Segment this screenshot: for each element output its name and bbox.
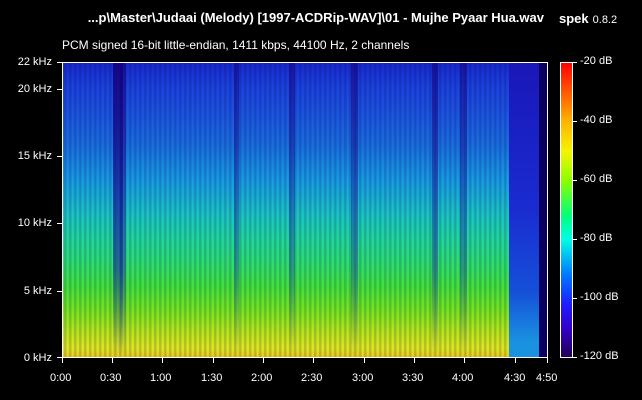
- spectrogram-band: [432, 63, 438, 357]
- y-tick: [57, 223, 62, 224]
- app-name: spek: [559, 11, 589, 26]
- x-tick: [112, 358, 113, 363]
- spectrogram-band: [113, 63, 123, 357]
- colorbar-label: -40 dB: [580, 114, 613, 126]
- app-version: 0.8.2: [592, 14, 618, 26]
- x-axis-label: 3:00: [352, 372, 374, 384]
- colorbar-label: -120 dB: [580, 350, 619, 362]
- y-tick: [57, 62, 62, 63]
- x-tick: [263, 358, 264, 363]
- app-badge: spek 0.8.2: [559, 10, 617, 28]
- x-tick: [515, 358, 516, 363]
- spectrogram-band: [120, 63, 126, 357]
- x-tick: [364, 358, 365, 363]
- db-colorbar: [560, 62, 573, 358]
- audio-info: PCM signed 16-bit little-endian, 1411 kb…: [62, 38, 410, 52]
- x-tick: [547, 358, 548, 363]
- y-axis-label: 5 kHz: [23, 285, 52, 297]
- file-title: ...p\Master\Judaai (Melody) [1997-ACDRip…: [87, 10, 544, 25]
- spectrogram-plot[interactable]: [62, 62, 548, 358]
- colorbar-label: -100 dB: [580, 291, 619, 303]
- y-axis-label: 15 kHz: [17, 150, 52, 162]
- x-axis-label: 0:30: [100, 372, 122, 384]
- colorbar-tick: [573, 239, 577, 240]
- x-tick: [313, 358, 314, 363]
- x-axis-label: 2:00: [251, 372, 273, 384]
- y-axis-label: 10 kHz: [17, 217, 52, 229]
- x-axis-label: 1:30: [201, 372, 223, 384]
- x-tick: [213, 358, 214, 363]
- x-axis-label: 1:00: [150, 372, 172, 384]
- x-axis-label: 2:30: [301, 372, 323, 384]
- y-tick: [57, 291, 62, 292]
- colorbar-label: -20 dB: [580, 55, 613, 67]
- y-axis-label: 22 kHz: [17, 56, 52, 68]
- colorbar-label: -80 dB: [580, 232, 613, 244]
- x-axis-label: 4:30: [504, 372, 526, 384]
- colorbar-label: -60 dB: [580, 173, 613, 185]
- x-axis-label: 3:30: [402, 372, 424, 384]
- x-tick: [62, 358, 63, 363]
- colorbar-tick: [573, 357, 577, 358]
- colorbar-tick: [573, 298, 577, 299]
- colorbar-tick: [573, 62, 577, 63]
- y-tick: [57, 89, 62, 90]
- spectrogram-end: [539, 63, 547, 357]
- y-axis-label: 20 kHz: [17, 83, 52, 95]
- y-tick: [57, 357, 62, 358]
- spectrogram-band: [460, 63, 467, 357]
- x-axis-label: 4:00: [452, 372, 474, 384]
- x-axis-label: 0:00: [50, 372, 72, 384]
- colorbar-tick: [573, 180, 577, 181]
- y-tick: [57, 156, 62, 157]
- x-axis-label: 4:50: [536, 372, 558, 384]
- colorbar-tick: [573, 121, 577, 122]
- x-tick: [162, 358, 163, 363]
- x-tick: [414, 358, 415, 363]
- x-tick: [464, 358, 465, 363]
- spectrogram-band: [234, 63, 239, 357]
- spectrogram-band: [289, 63, 295, 357]
- y-axis-label: 0 kHz: [23, 352, 52, 364]
- spectrogram-band: [351, 63, 358, 357]
